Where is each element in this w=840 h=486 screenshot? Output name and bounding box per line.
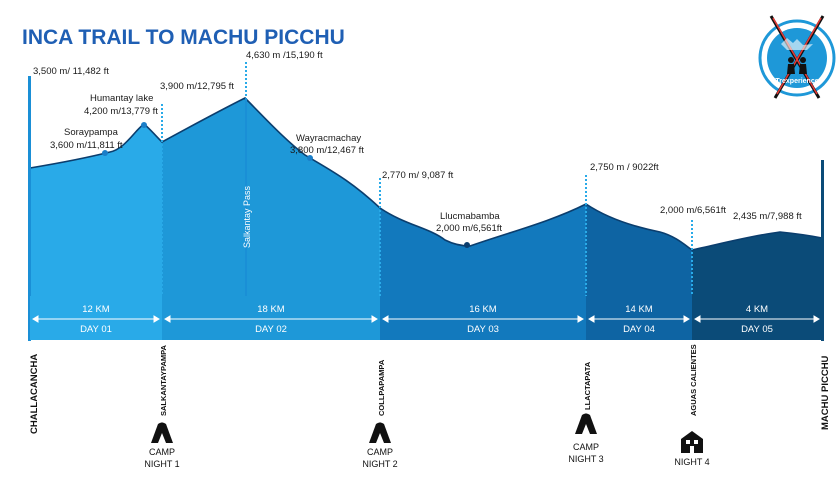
day4-arrowheads [588,315,690,323]
tent-icon [575,413,597,434]
alt-aguas-calientes: 2,000 m/6,561ft [660,205,726,216]
day2-km: 18 KM [257,304,285,315]
place-llactapata: LLACTAPATA [583,361,592,410]
place-salkantaypampa: SALKANTAYPAMPA [159,344,168,416]
day4-elevation-area [586,204,692,316]
hotel-icon [681,431,703,453]
day5-band [692,296,822,340]
day3-label: DAY 03 [467,324,499,335]
trekkers-logo-icon: Trexperience [758,15,836,99]
day5-elevation-area [692,232,822,316]
salkantay-pass-label: Salkantay Pass [242,185,252,248]
day4-label: DAY 04 [623,324,655,335]
day2-arrowheads [164,315,378,323]
llucmabamba-name: Llucmabamba [440,211,500,222]
day1-elevation-area [30,124,162,316]
day5-arrowheads [694,315,820,323]
alt-salkantaypampa: 3,900 m/12,795 ft [160,81,234,92]
logo-text: Trexperience [775,78,818,85]
day3-km: 16 KM [469,304,497,315]
day3-band [380,296,586,340]
alt-humantay: 4,200 m/13,779 ft [84,106,158,117]
day1-arrowheads [32,315,160,323]
alt-wayracmachay: 3,800 m/12,467 ft [290,145,364,156]
wayracmachay-dot [307,155,313,161]
alt-llucmabamba: 2,000 m/6,561ft [436,223,502,234]
humantay-name: Humantay lake [90,93,153,104]
place-aguas-calientes: AGUAS CALIENTES [689,344,698,416]
llucmabamba-dot [464,242,470,248]
distance-arrows [32,315,820,323]
elevation-profile-line [29,97,823,251]
page-title: INCA TRAIL TO MACHU PICCHU [22,26,345,49]
day2-label: DAY 02 [255,324,287,335]
humantay-dot [141,122,147,128]
day3-elevation-area [380,204,586,316]
day4-band [586,296,692,340]
camp3-line2: NIGHT 3 [568,454,603,464]
alt-salkantay-pass: 4,630 m /15,190 ft [246,50,323,61]
camp4-line2: NIGHT 4 [674,457,709,467]
day5-label: DAY 05 [741,324,773,335]
alt-collpapampa: 2,770 m/ 9,087 ft [382,170,454,181]
day1-band [30,296,162,340]
alt-machu-picchu: 2,435 m/7,988 ft [733,211,802,222]
day4-km: 14 KM [625,304,653,315]
alt-llactapata: 2,750 m / 9022ft [590,162,659,173]
camp1-line2: NIGHT 1 [144,459,179,469]
alt-start: 3,500 m/ 11,482 ft [33,66,109,77]
day1-km: 12 KM [82,304,110,315]
day1-label: DAY 01 [80,324,112,335]
camp1-line1: CAMP [149,447,175,457]
day5-km: 4 KM [746,304,768,315]
soraypampa-name: Soraypampa [64,127,119,138]
day2-elevation-area [162,98,380,316]
day3-arrowheads [382,315,584,323]
alt-soraypampa: 3,600 m/11,811 ft [50,140,123,151]
camp2-line2: NIGHT 2 [362,459,397,469]
tent-icon [369,422,391,443]
day2-band [162,296,380,340]
tent-icon [151,422,173,443]
soraypampa-dot [102,150,108,156]
start-bar [28,76,31,341]
camp3-line1: CAMP [573,442,599,452]
place-challacancha: CHALLACANCHA [29,354,40,434]
end-bar [821,160,824,341]
place-machu-picchu: MACHU PICCHU [820,355,831,430]
place-collpapampa: COLLPAPAMPA [377,359,386,416]
wayracmachay-name: Wayracmachay [296,133,361,144]
camp2-line1: CAMP [367,447,393,457]
